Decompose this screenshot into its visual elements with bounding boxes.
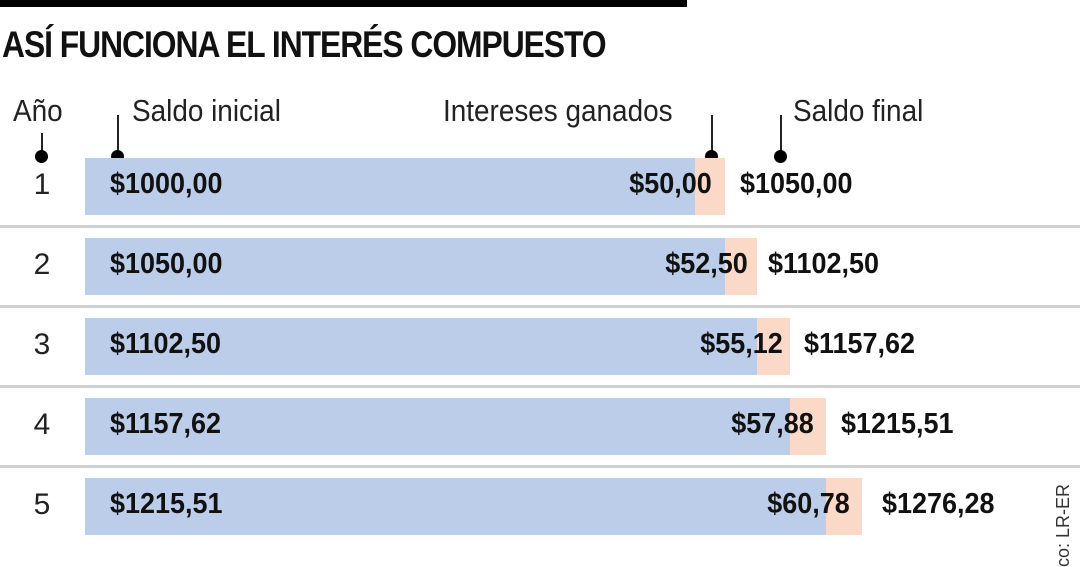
header-final: Saldo final (793, 93, 924, 128)
row-divider (0, 385, 1080, 388)
final-balance-value: $1276,28 (882, 488, 995, 520)
row-divider (0, 225, 1080, 228)
year-label: 1 (33, 168, 51, 201)
year-label: 2 (33, 248, 51, 281)
table-row: 4 $1157,62 $57,88 $1215,51 (0, 398, 1080, 478)
interest-bar (790, 398, 826, 455)
initial-balance-bar (85, 478, 826, 535)
final-balance-value: $1157,62 (804, 328, 916, 360)
initial-balance-value: $1050,00 (110, 248, 223, 280)
final-balance-value: $1050,00 (740, 168, 853, 200)
chart-title: ASÍ FUNCIONA EL INTERÉS COMPUESTO (2, 24, 607, 65)
table-row: 1 $1000,00 $50,00 $1050,00 (0, 158, 1080, 238)
interest-bar (695, 158, 725, 215)
final-balance-value: $1215,51 (841, 408, 954, 440)
initial-balance-value: $1102,50 (110, 328, 222, 360)
initial-balance-value: $1215,51 (110, 488, 223, 520)
interest-value: $52,50 (665, 248, 748, 280)
interest-value: $60,78 (767, 488, 850, 520)
dot-final (774, 150, 787, 163)
interest-bar (757, 318, 790, 375)
year-label: 5 (33, 488, 51, 521)
source-credit: co: LR-ER (1053, 483, 1073, 567)
leader-final (780, 115, 782, 153)
year-label: 4 (33, 408, 51, 441)
initial-balance-value: $1157,62 (110, 408, 222, 440)
final-balance-value: $1102,50 (768, 248, 880, 280)
initial-balance-bar (85, 158, 695, 215)
initial-balance-bar (85, 238, 725, 295)
table-row: 3 $1102,50 $55,12 $1157,62 (0, 318, 1080, 398)
header-interest: Intereses ganados (443, 93, 673, 128)
header-year: Año (13, 93, 63, 128)
initial-balance-value: $1000,00 (110, 168, 223, 200)
table-row: 2 $1050,00 $52,50 $1102,50 (0, 238, 1080, 318)
initial-balance-bar (85, 398, 790, 455)
row-divider (0, 465, 1080, 468)
interest-value: $50,00 (629, 168, 712, 200)
interest-value: $55,12 (700, 328, 783, 360)
initial-balance-bar (85, 318, 757, 375)
top-rule (0, 0, 687, 7)
dot-year (35, 150, 48, 163)
interest-value: $57,88 (731, 408, 814, 440)
leader-initial (117, 115, 119, 153)
leader-year (41, 133, 43, 153)
row-divider (0, 305, 1080, 308)
interest-bar (725, 238, 757, 295)
leader-interest (711, 115, 713, 153)
year-label: 3 (33, 328, 51, 361)
interest-bar (826, 478, 862, 535)
header-initial: Saldo inicial (132, 93, 281, 128)
table-row: 5 $1215,51 $60,78 $1276,28 (0, 478, 1080, 558)
